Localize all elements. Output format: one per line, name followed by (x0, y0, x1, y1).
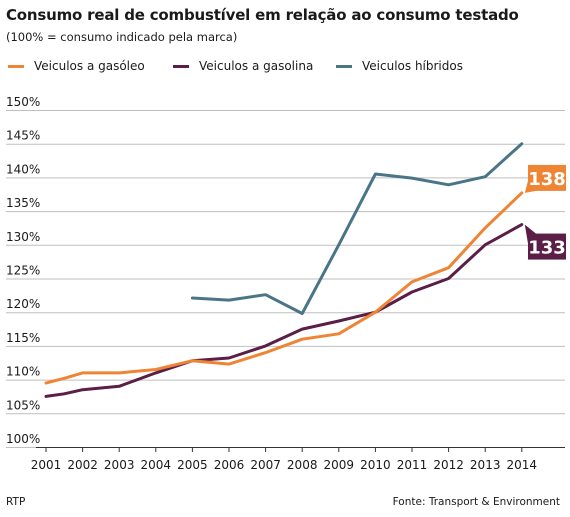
series-line-gasoline (44, 223, 524, 398)
end-label-box-diesel (528, 164, 566, 191)
y-tick-label-135: 135% (6, 196, 40, 210)
x-tick-label-2014: 2014 (507, 458, 538, 472)
end-label-gasoline: 133 (524, 224, 566, 260)
y-tick-label-125: 125% (6, 264, 40, 278)
legend-item-gasoline: Veiculos a gasolina (173, 58, 313, 74)
x-tick-label-2011: 2011 (397, 458, 428, 472)
x-tick-label-2013: 2013 (470, 458, 501, 472)
series-line-diesel (44, 191, 524, 385)
end-label-text-diesel: 138 (528, 169, 566, 190)
y-tick-label-115: 115% (6, 331, 40, 345)
legend-label-diesel: Veiculos a gasóleo (34, 59, 145, 73)
legend-swatch-diesel (8, 64, 24, 68)
series-line-hybrid (190, 142, 524, 315)
x-tick-label-2006: 2006 (214, 458, 245, 472)
x-tick-label-2007: 2007 (250, 458, 281, 472)
x-tick-label-2008: 2008 (287, 458, 318, 472)
legend-label-gasoline: Veiculos a gasolina (199, 59, 314, 73)
legend-item-diesel: Veiculos a gasóleo (8, 58, 145, 74)
end-label-text-gasoline: 133 (528, 238, 566, 259)
y-tick-label-145: 145% (6, 129, 40, 143)
legend-swatch-gasoline (173, 64, 189, 68)
chart-subtitle: (100% = consumo indicado pela marca) (6, 30, 238, 44)
x-tick-label-2002: 2002 (67, 458, 98, 472)
x-tick-label-2010: 2010 (360, 458, 391, 472)
y-tick-label-110: 110% (6, 365, 40, 379)
y-tick-label-120: 120% (6, 297, 40, 311)
x-tick-label-2003: 2003 (104, 458, 135, 472)
source-text: Fonte: Transport & Environment (392, 496, 560, 508)
legend-item-hybrid: Veiculos híbridos (336, 58, 463, 74)
chart-title: Consumo real de combustível em relação a… (6, 6, 519, 24)
y-tick-label-100: 100% (6, 432, 40, 446)
legend-swatch-hybrid (336, 64, 352, 68)
x-tick-label-2012: 2012 (433, 458, 464, 472)
y-tick-label-150: 150% (6, 95, 40, 109)
x-tick-label-2004: 2004 (141, 458, 172, 472)
y-tick-label-130: 130% (6, 230, 40, 244)
y-tick-label-140: 140% (6, 162, 40, 176)
end-label-diesel: 138 (524, 164, 566, 193)
x-tick-label-2005: 2005 (177, 458, 208, 472)
end-label-box-gasoline (528, 233, 566, 260)
x-tick-label-2009: 2009 (324, 458, 355, 472)
x-tick-label-2001: 2001 (31, 458, 62, 472)
y-tick-label-105: 105% (6, 398, 40, 412)
legend-label-hybrid: Veiculos híbridos (362, 59, 463, 73)
credit-text: RTP (6, 496, 26, 508)
